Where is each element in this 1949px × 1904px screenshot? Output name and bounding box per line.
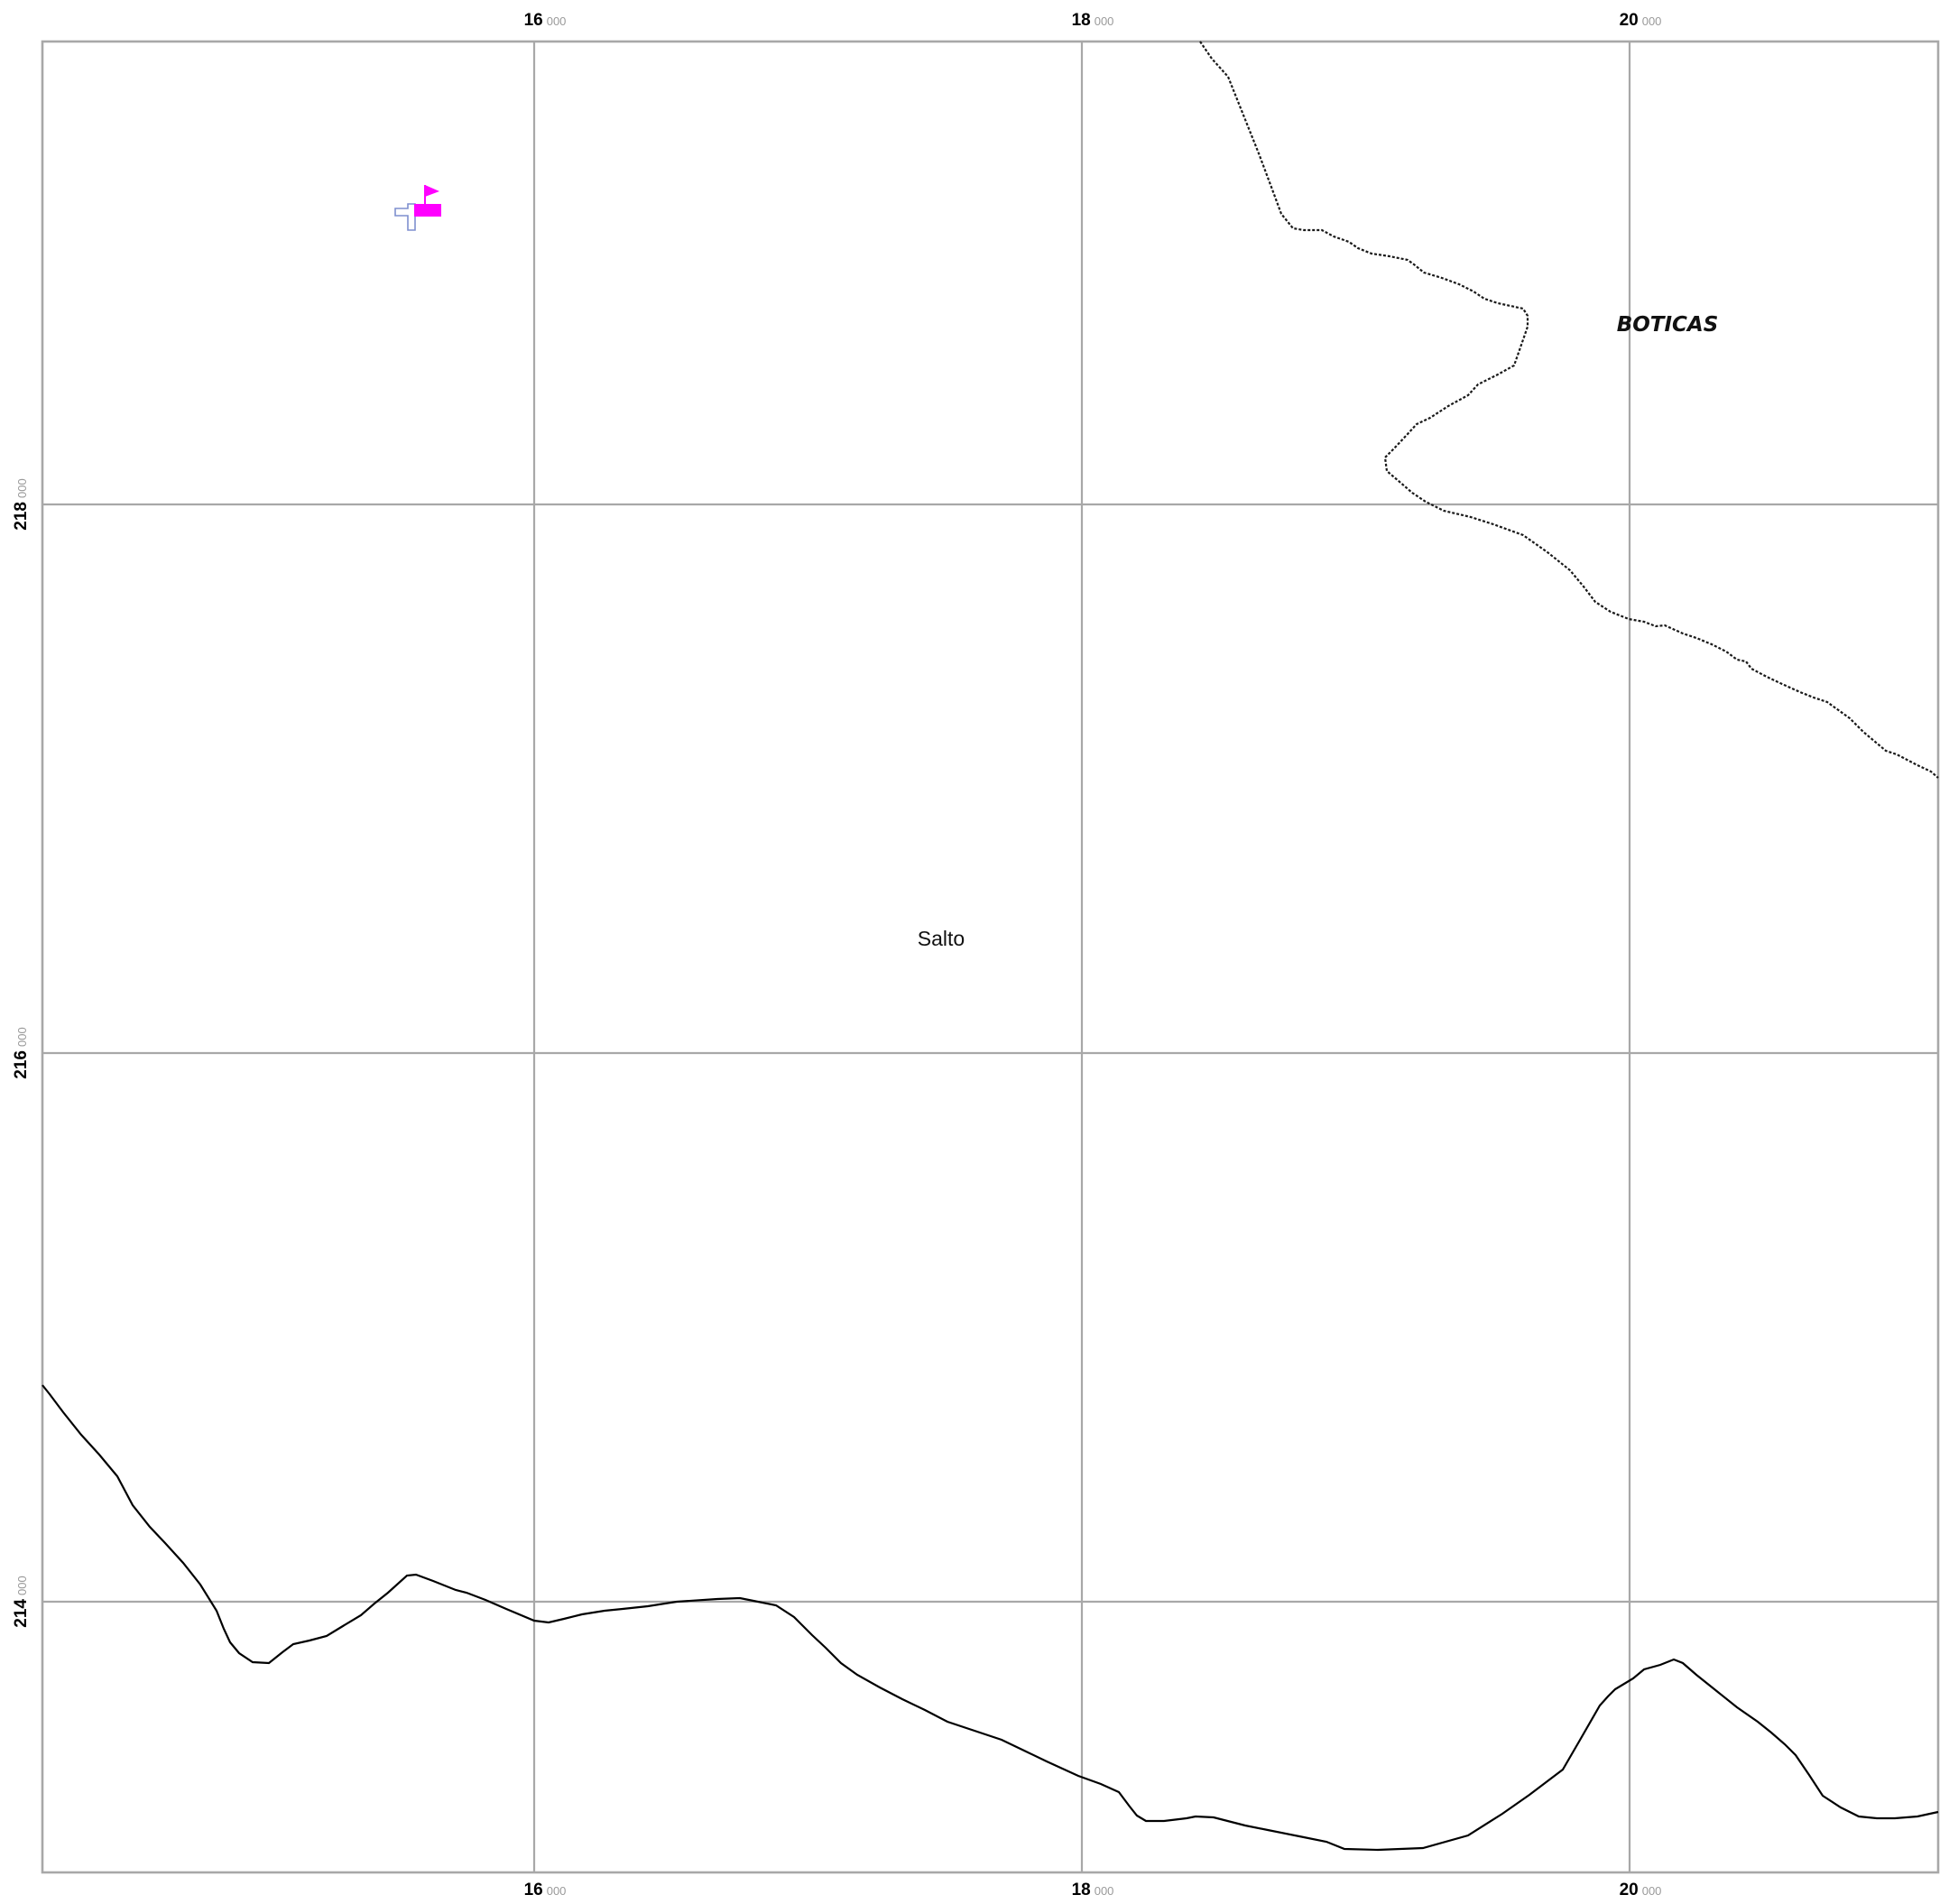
y-axis-left-labels: 218000 216000 214000 xyxy=(12,478,31,1627)
x-tick-label-top: 20 000 xyxy=(1620,11,1662,30)
map-frame xyxy=(41,40,1940,1874)
x-axis-top-labels: 16 000 18 000 20 000 xyxy=(524,11,1662,30)
municipality-label-boticas: BOTICAS xyxy=(1617,313,1719,337)
grid-lines xyxy=(42,42,1938,1872)
place-label-salto: Salto xyxy=(918,927,965,950)
y-tick-label-left: 214000 xyxy=(12,1576,31,1627)
x-tick-label-bottom: 16 000 xyxy=(524,1881,567,1899)
x-tick-label-top: 18 000 xyxy=(1072,11,1114,30)
flag-base xyxy=(414,204,441,217)
road-line xyxy=(42,1384,1939,1852)
y-tick-label-left: 216000 xyxy=(12,1027,31,1078)
y-tick-label-left: 218000 xyxy=(12,478,31,530)
x-tick-label-bottom: 18 000 xyxy=(1072,1881,1114,1899)
municipal-boundary-line xyxy=(1199,41,1939,779)
x-tick-label-top: 16 000 xyxy=(524,11,567,30)
x-axis-bottom-labels: 16 000 18 000 20 000 xyxy=(524,1881,1662,1899)
x-tick-label-bottom: 20 000 xyxy=(1620,1881,1662,1899)
flag-pennant xyxy=(425,185,439,197)
flag-icon[interactable] xyxy=(414,185,441,217)
